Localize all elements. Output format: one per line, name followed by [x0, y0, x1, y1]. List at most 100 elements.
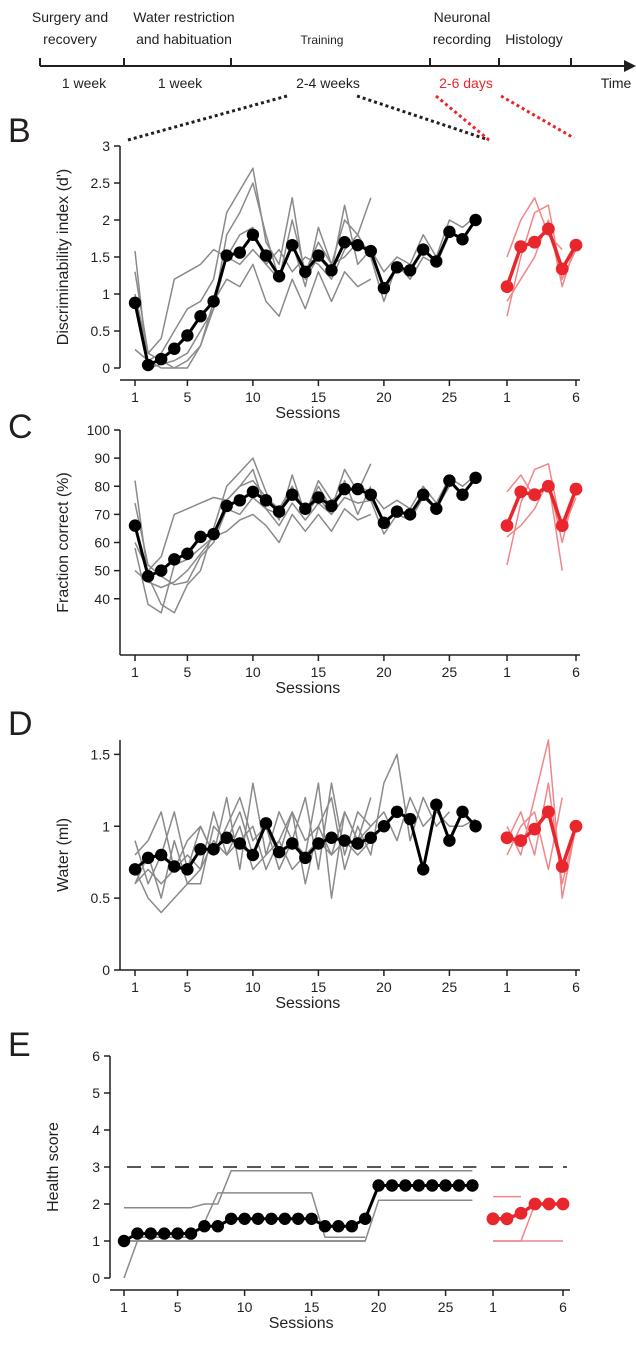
- mean-point: [456, 488, 469, 501]
- y-axis-title: Water (ml): [55, 818, 72, 892]
- panel-letter-d: D: [8, 705, 33, 743]
- x-tick-label: 5: [174, 1299, 182, 1315]
- recording-zoom-line-right: [500, 94, 575, 140]
- mean-point-recording: [500, 831, 514, 845]
- individual-trace-recording: [506, 797, 563, 871]
- mean-point: [318, 1220, 332, 1233]
- x-tick-label: 1: [120, 1299, 128, 1315]
- mean-point: [251, 1212, 265, 1226]
- mean-point: [238, 1212, 251, 1226]
- stage-duration-water: 1 week: [158, 75, 203, 91]
- individual-trace: [134, 234, 451, 369]
- mean-point: [184, 1227, 198, 1240]
- mean-point: [207, 295, 220, 308]
- x-tick-label: 15: [311, 389, 327, 405]
- x-tick-label: 1: [131, 979, 139, 995]
- mean-point: [272, 270, 286, 283]
- stage-duration-surgery: 1 week: [62, 75, 107, 91]
- y-tick-label: 90: [94, 450, 110, 466]
- mean-point-recording: [514, 485, 528, 499]
- mean-point: [443, 225, 456, 239]
- mean-point-recording: [555, 860, 569, 873]
- y-tick-label: 70: [94, 506, 110, 522]
- x-tick-label: 15: [311, 664, 327, 680]
- mean-point: [452, 1179, 466, 1192]
- mean-point: [233, 837, 246, 850]
- mean-point: [364, 831, 377, 844]
- x-tick-label: 25: [442, 389, 458, 405]
- mean-point: [325, 831, 338, 844]
- mean-point: [443, 474, 456, 487]
- mean-point-recording: [528, 822, 541, 836]
- y-tick-label: 3: [92, 1159, 100, 1175]
- x-tick-label: 10: [245, 664, 261, 680]
- stage-label-recording: Neuronal: [434, 9, 491, 25]
- mean-point: [364, 488, 377, 501]
- mean-point: [305, 1212, 318, 1226]
- y-tick-label: 4: [92, 1122, 100, 1138]
- mean-point: [168, 342, 181, 355]
- mean-point: [171, 1227, 184, 1240]
- mean-point: [211, 1220, 224, 1233]
- mean-point: [325, 499, 338, 513]
- panel-letter-e: E: [8, 1026, 31, 1064]
- mean-point-recording: [528, 488, 541, 502]
- y-tick-label: 2: [102, 212, 110, 228]
- mean-point: [456, 233, 469, 246]
- individual-trace: [134, 263, 372, 369]
- mean-point: [181, 329, 194, 342]
- mean-point: [194, 843, 207, 856]
- individual-trace: [134, 182, 372, 369]
- x-axis-title: Sessions: [275, 995, 340, 1012]
- stage-label-histology: Histology: [505, 31, 563, 47]
- mean-trace: [133, 219, 477, 367]
- mean-point: [220, 499, 233, 513]
- individual-trace: [124, 1169, 473, 1209]
- mean-point: [131, 1227, 144, 1240]
- mean-point: [155, 564, 168, 577]
- mean-point: [417, 243, 430, 256]
- mean-point: [377, 281, 391, 295]
- y-tick-label: 0: [92, 1270, 100, 1286]
- x-tick-label: 20: [376, 389, 392, 405]
- mean-point-recording: [555, 262, 569, 276]
- mean-point: [286, 837, 299, 850]
- x-tick-label: 25: [442, 979, 458, 995]
- mean-point: [233, 246, 246, 259]
- y-tick-label: 5: [92, 1085, 100, 1101]
- mean-point-recording: [514, 1206, 528, 1220]
- mean-point: [246, 228, 260, 241]
- mean-point: [168, 860, 181, 873]
- mean-point: [403, 264, 417, 277]
- experiment-timeline: Surgery and recovery Water restriction a…: [32, 9, 636, 142]
- mean-point: [225, 1212, 238, 1226]
- y-axis-title: Health score: [45, 1122, 62, 1212]
- mean-point: [220, 249, 233, 262]
- mean-point: [181, 863, 194, 876]
- mean-point: [412, 1179, 425, 1192]
- mean-point-recording: [514, 240, 528, 254]
- y-tick-label: 0: [102, 962, 110, 978]
- mean-point: [399, 1179, 412, 1192]
- stage-duration-training: 2-4 weeks: [296, 75, 360, 91]
- mean-point: [141, 570, 155, 583]
- y-tick-label: 0.5: [91, 890, 111, 906]
- mean-point: [338, 834, 351, 847]
- mean-point: [286, 488, 299, 501]
- mean-point: [417, 488, 430, 501]
- x-tick-label-recording: 6: [572, 664, 580, 680]
- mean-point: [207, 527, 220, 541]
- mean-point: [286, 238, 299, 252]
- mean-point: [194, 310, 207, 323]
- mean-point: [117, 1234, 131, 1248]
- mean-point-recording: [556, 1197, 570, 1211]
- mean-point: [332, 1220, 345, 1233]
- mean-point: [299, 265, 312, 278]
- mean-point: [403, 812, 417, 826]
- mean-point: [128, 519, 142, 532]
- mean-point: [181, 547, 194, 560]
- mean-point-recording: [542, 1197, 556, 1211]
- mean-point: [426, 1179, 439, 1192]
- mean-point: [259, 494, 273, 507]
